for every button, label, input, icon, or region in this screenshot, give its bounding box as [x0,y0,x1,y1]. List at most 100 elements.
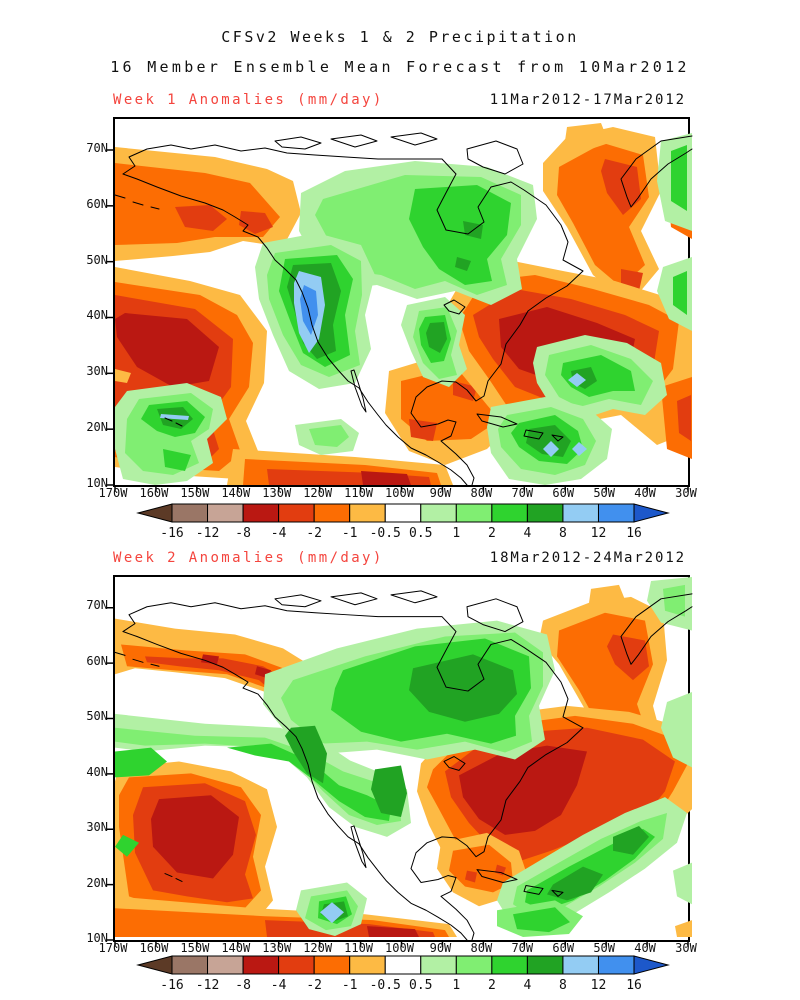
colorbar-segment [455,503,493,523]
colorbar-segment [420,503,457,523]
colorbar-segment [313,955,351,975]
lon-tick-label: 100W [385,486,414,500]
colorbar-segment [313,503,351,523]
lat-tick-label: 40N [86,764,108,779]
week2-panel-header: Week 2 Anomalies (mm/day) 18Mar2012-24Ma… [113,550,686,566]
lat-tick-label: 40N [86,308,108,323]
lon-tick-label: 60W [552,941,575,955]
colorbar-week1: -16 -12 -8 -4 -2 -1 -0.5 0.5 1 2 4 8 12 16 [136,503,670,541]
lon-tick-label: 90W [429,486,452,500]
lon-tick-label: 140W [221,941,251,955]
colorbar-boundary-label: -4 [271,526,287,541]
colorbar-below-min-arrow [136,955,173,975]
colorbar-boundary-label: 2 [488,526,496,541]
lat-tick-label: 50N [86,709,108,723]
lat-tick-label: 30N [86,820,108,834]
week2-positive-anomaly-regions [115,577,692,938]
lon-tick-label: 40W [634,486,656,500]
lat-tick-label: 60N [86,196,108,211]
colorbar-boundary-label: -8 [235,978,251,993]
colorbar-segment [526,503,564,523]
lon-tick-label: 140W [221,486,251,500]
colorbar-week2: -16 -12 -8 -4 -2 -1 -0.5 0.5 1 2 4 8 12 16 [136,955,670,993]
colorbar-segment [242,955,280,975]
lon-tick-label: 30W [675,486,697,500]
colorbar-segment [278,955,315,975]
colorbar-boundary-label: 16 [626,526,642,541]
colorbar-segment [597,503,635,523]
lon-tick-label: 110W [344,486,374,500]
colorbar-segment [171,503,209,523]
lon-tick-label: 50W [593,941,615,955]
colorbar-segment [455,955,493,975]
figure-subtitle: 16 Member Ensemble Mean Forecast from 10… [110,58,690,76]
lat-tick-label: 10N [86,931,108,945]
lat-tick-label: 10N [86,475,108,490]
colorbar-segment [491,503,528,523]
lon-tick-label: 130W [262,486,292,500]
lon-tick-label: 170W [98,486,128,500]
colorbar-boundary-label: 0.5 [409,526,432,541]
colorbar-segment [242,503,280,523]
lon-tick-label: 80W [470,486,493,500]
colorbar-boundary-label: -0.5 [370,526,401,541]
colorbar-boundary-label: -0.5 [370,978,401,993]
colorbar-segment [562,955,599,975]
lon-tick-label: 120W [303,941,333,955]
lat-tick-label: 70N [86,141,108,155]
lon-tick-label: 70W [511,941,534,955]
colorbar-segment [562,503,599,523]
colorbar-boundary-label: 2 [488,978,496,993]
colorbar-segment [491,955,528,975]
colorbar-above-max-arrow [633,503,670,523]
lon-tick-label: 100W [385,941,414,955]
colorbar-segment [207,503,244,523]
colorbar-boundary-label: -1 [342,526,358,541]
lon-tick-label: 130W [262,941,292,955]
week2-panel-label: Week 2 Anomalies (mm/day) [113,550,384,566]
lat-tick-label: 50N [86,252,108,267]
colorbar-boundary-label: -1 [342,978,358,993]
week1-anomaly-map [106,117,693,492]
colorbar-segment [526,955,564,975]
colorbar-segment [597,955,635,975]
colorbar-segment [171,955,209,975]
lon-tick-label: 160W [139,941,169,955]
colorbar-above-max-arrow [633,955,670,975]
figure-title: CFSv2 Weeks 1 & 2 Precipitation [221,28,579,46]
colorbar-boundary-label: -16 [160,978,183,993]
colorbar-boundary-label: 16 [626,978,642,993]
colorbar-boundary-label: 0.5 [409,978,432,993]
lon-tick-label: 90W [429,941,452,955]
colorbar-boundary-label: 4 [523,526,531,541]
lon-tick-label: 80W [470,941,493,955]
colorbar-below-min-arrow [136,503,173,523]
colorbar-boundary-label: 12 [591,526,607,541]
lat-tick-label: 70N [86,598,108,612]
lon-tick-label: 50W [593,486,615,500]
lat-tick-label: 60N [86,653,108,668]
lon-tick-label: 60W [552,486,575,500]
lon-tick-label: 40W [634,941,656,955]
lat-tick-label: 20N [86,875,108,890]
lon-tick-label: 150W [180,486,210,500]
colorbar-segment [278,503,315,523]
week1-date-range: 11Mar2012-17Mar2012 [489,92,686,108]
colorbar-segment [384,955,422,975]
lon-tick-label: 30W [675,941,697,955]
week2-anomaly-map [106,575,693,947]
colorbar-boundary-label: -2 [306,978,322,993]
colorbar-segment [349,955,386,975]
colorbar-boundary-label: -4 [271,978,287,993]
colorbar-boundary-label: 4 [523,978,531,993]
lon-tick-label: 70W [511,486,534,500]
lon-tick-label: 150W [180,941,210,955]
colorbar-boundary-label: 1 [452,978,460,993]
lon-tick-label: 120W [303,486,333,500]
colorbar-boundary-label: 8 [559,978,567,993]
colorbar-segment [384,503,422,523]
colorbar-boundary-label: -2 [306,526,322,541]
colorbar-boundary-label: -8 [235,526,251,541]
lon-tick-label: 170W [98,941,128,955]
